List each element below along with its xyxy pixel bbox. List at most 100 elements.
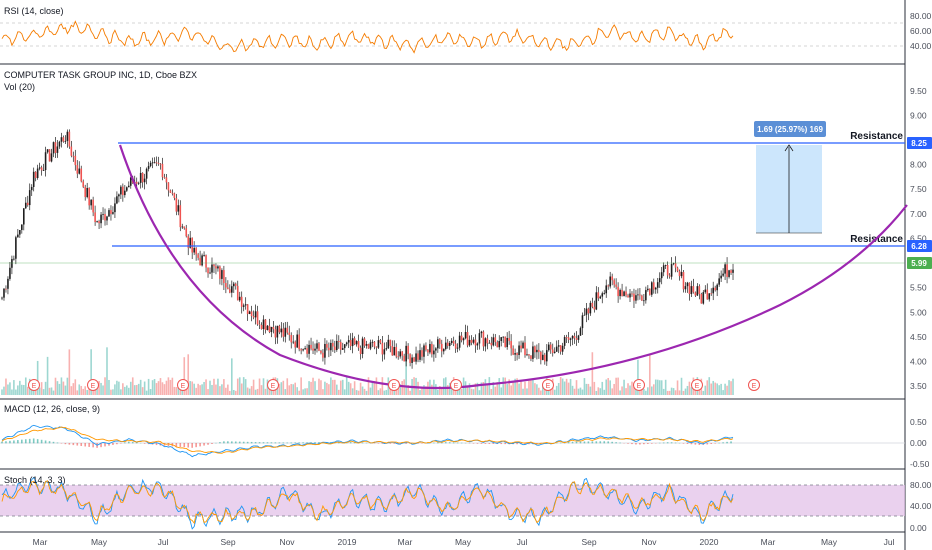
candle-body — [627, 295, 629, 298]
volume-bar — [585, 383, 588, 395]
candle-body — [704, 289, 707, 293]
candle-body — [139, 172, 142, 183]
volume-bar — [108, 379, 110, 395]
volume-bar — [183, 357, 186, 395]
candle-body — [510, 341, 512, 349]
macd-histogram-bar — [80, 443, 83, 447]
candle-body — [676, 267, 679, 272]
volume-bar — [330, 377, 332, 395]
candle-body — [165, 177, 168, 183]
macd-histogram-bar — [611, 441, 613, 444]
candle-body — [229, 289, 231, 293]
candle-body — [171, 192, 174, 194]
candle-body — [666, 265, 669, 276]
volume-bar — [514, 378, 516, 395]
volume-bar — [256, 388, 259, 395]
candle-body — [706, 289, 709, 300]
volume-bar — [506, 384, 508, 395]
volume-bar — [718, 385, 720, 395]
volume-bar — [24, 377, 27, 395]
candle-body — [177, 205, 180, 212]
volume-bar — [686, 385, 689, 395]
macd-histogram-bar — [302, 442, 304, 444]
price-tick: 7.50 — [910, 184, 927, 194]
candle-body — [730, 270, 732, 273]
candle-body — [375, 346, 378, 348]
candle-body — [591, 302, 594, 307]
volume-bar — [68, 349, 71, 395]
volume-bar — [131, 377, 134, 395]
candle-body — [5, 288, 7, 290]
candle-body — [629, 293, 631, 298]
candle-body — [649, 288, 651, 295]
price-tick: 4.50 — [910, 332, 927, 342]
candle-body — [337, 340, 340, 343]
candle-body — [74, 155, 77, 166]
candle-body — [605, 285, 608, 294]
candle-body — [64, 140, 67, 142]
volume-bar — [341, 379, 344, 395]
macd-histogram-bar — [9, 440, 11, 444]
candle-body — [633, 293, 635, 301]
volume-bar — [207, 389, 209, 395]
macd-histogram-bar — [682, 443, 685, 444]
volume-bar — [48, 387, 51, 395]
macd-histogram-bar — [104, 443, 106, 447]
cup-pattern-curve[interactable] — [118, 144, 908, 390]
macd-histogram-bar — [730, 441, 732, 444]
volume-bar — [656, 379, 659, 395]
macd-histogram-bar — [643, 443, 645, 445]
candle-body — [276, 325, 279, 338]
volume-bar — [149, 389, 152, 395]
candle-body — [549, 344, 552, 350]
volume-bar — [173, 386, 176, 395]
volume-bar — [225, 387, 227, 395]
volume-bar — [557, 382, 560, 395]
candle-body — [526, 354, 528, 356]
macd-histogram-bar — [472, 443, 475, 444]
candle-body — [625, 291, 627, 296]
volume-bar — [573, 388, 576, 395]
symbol-title: COMPUTER TASK GROUP INC, 1D, Cboe BZX — [4, 70, 197, 80]
macd-histogram-bar — [5, 441, 7, 444]
volume-bar — [593, 381, 596, 395]
volume-bar — [314, 381, 316, 395]
candle-body — [217, 266, 219, 269]
candle-body — [492, 337, 495, 346]
candle-body — [575, 338, 578, 340]
macd-histogram-bar — [28, 438, 31, 444]
volume-bar — [306, 388, 308, 395]
candle-body — [88, 187, 90, 206]
volume-bar — [609, 380, 611, 395]
candle-body — [108, 210, 110, 217]
candle-body — [127, 185, 130, 188]
volume-bar — [666, 390, 669, 395]
candle-body — [637, 294, 639, 296]
macd-histogram-bar — [52, 441, 55, 444]
volume-bar — [526, 388, 528, 395]
volume-bar — [195, 387, 197, 395]
volume-bar — [435, 384, 437, 395]
volume-bar — [234, 390, 237, 395]
candle-body — [236, 285, 239, 301]
price-tick: 9.50 — [910, 86, 927, 96]
volume-bar — [82, 388, 85, 395]
volume-bar — [690, 387, 693, 395]
candle-body — [34, 171, 37, 178]
macd-histogram-bar — [258, 442, 261, 444]
macd-histogram-bar — [84, 443, 87, 447]
volume-bar — [44, 381, 47, 395]
candle-body — [320, 350, 322, 353]
candle-body — [141, 172, 144, 183]
volume-bar — [486, 385, 489, 395]
volume-bar — [104, 377, 106, 395]
candle-body — [30, 187, 33, 191]
volume-bar — [349, 383, 352, 395]
candle-body — [80, 168, 83, 182]
volume-bar — [124, 386, 126, 395]
volume-bar — [413, 377, 415, 395]
candle-body — [613, 280, 615, 285]
candle-body — [268, 325, 271, 333]
